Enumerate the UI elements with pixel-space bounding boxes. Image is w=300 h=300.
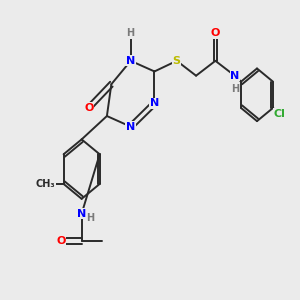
Text: N: N (126, 122, 135, 132)
Text: O: O (211, 28, 220, 38)
Text: N: N (150, 98, 159, 108)
Text: CH₃: CH₃ (36, 179, 56, 189)
Text: O: O (84, 103, 94, 112)
Text: H: H (86, 213, 94, 223)
Text: O: O (56, 236, 65, 246)
Text: H: H (127, 28, 135, 38)
Text: N: N (126, 56, 135, 66)
Text: N: N (77, 209, 86, 219)
Text: Cl: Cl (274, 109, 286, 119)
Text: H: H (231, 84, 239, 94)
Text: N: N (230, 71, 239, 81)
Text: S: S (173, 56, 181, 66)
